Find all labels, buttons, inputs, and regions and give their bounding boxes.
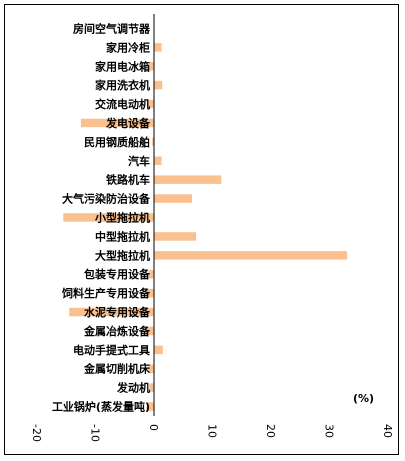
bar	[154, 345, 163, 355]
bar	[149, 383, 154, 392]
value-axis-group: -20 -10 0 10 20 30 40	[30, 14, 394, 442]
category-label: 金属切削机床	[83, 362, 151, 376]
category-label: 汽车	[128, 154, 150, 168]
category-label: 民用钢质船舶	[84, 135, 150, 149]
category-label: 金属冶炼设备	[83, 324, 151, 338]
unit-label: (%)	[353, 392, 374, 405]
bar	[80, 118, 154, 128]
category-label: 水泥专用设备	[84, 305, 151, 319]
category-label: 工业锅炉(蒸发量吨)	[52, 400, 150, 414]
tick-label: 40	[381, 424, 394, 438]
bar	[145, 326, 154, 336]
category-label: 电动手提式工具	[73, 343, 150, 357]
bar	[69, 307, 154, 317]
bar	[154, 43, 162, 52]
bar	[154, 175, 222, 184]
tick-label: 0	[147, 424, 160, 431]
category-label: 交流电动机	[95, 97, 150, 111]
tick-label: 20	[264, 424, 277, 438]
category-label: 房间空气调节器	[73, 22, 151, 36]
bar	[148, 270, 154, 279]
category-label: 铁路机车	[106, 173, 150, 187]
bars-group	[63, 43, 348, 411]
category-label: 家用电冰箱	[95, 59, 150, 73]
category-label: 饲料生产专用设备	[61, 286, 151, 300]
category-label: 大气污染防治设备	[62, 192, 151, 206]
bar	[63, 213, 154, 222]
category-label: 包装专用设备	[83, 267, 151, 281]
bar	[152, 137, 154, 147]
category-label: 发电设备	[105, 116, 151, 130]
category-label: 小型拖拉机	[94, 211, 150, 225]
category-label: 家用洗衣机	[95, 78, 150, 92]
bar	[154, 156, 162, 165]
bar	[149, 62, 154, 71]
bar	[154, 194, 192, 203]
chart-frame	[4, 4, 399, 455]
bar	[154, 251, 348, 260]
category-label: 发动机	[116, 381, 150, 395]
category-labels-group: 房间空气调节器家用冷柜家用电冰箱家用洗衣机交流电动机发电设备民用钢质船舶汽车铁路…	[52, 22, 151, 414]
tick-label: -10	[89, 424, 102, 442]
tick-label: -20	[30, 424, 43, 442]
category-label: 大型拖拉机	[95, 248, 150, 262]
bar	[154, 80, 163, 90]
bar	[154, 232, 197, 241]
bar	[146, 288, 154, 298]
category-label: 中型拖拉机	[95, 229, 150, 243]
category-label: 家用冷柜	[106, 40, 150, 54]
bar	[146, 402, 154, 411]
tick-label: 30	[323, 424, 336, 438]
bar	[147, 99, 154, 109]
tick-label: 10	[206, 424, 219, 438]
bar	[148, 364, 154, 373]
